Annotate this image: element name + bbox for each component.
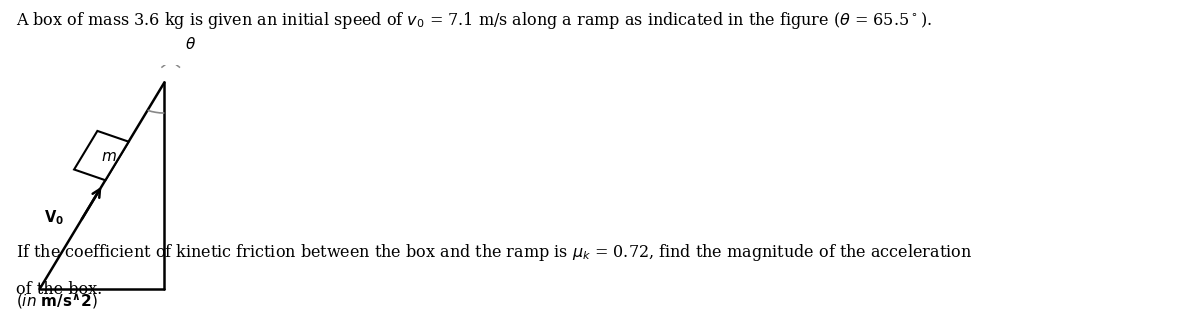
Polygon shape bbox=[74, 131, 128, 180]
Text: $m$: $m$ bbox=[101, 150, 118, 164]
Text: $\theta$: $\theta$ bbox=[185, 36, 197, 52]
Text: A box of mass 3.6 kg is given an initial speed of $v_0$ = 7.1 m/s along a ramp a: A box of mass 3.6 kg is given an initial… bbox=[16, 10, 931, 31]
Text: $(in\ \mathbf{m/s^{\wedge}2})$: $(in\ \mathbf{m/s^{\wedge}2})$ bbox=[16, 292, 97, 311]
Text: If the coefficient of kinetic friction between the box and the ramp is $\mu_k$ =: If the coefficient of kinetic friction b… bbox=[16, 242, 972, 263]
Text: of the box.: of the box. bbox=[16, 281, 102, 298]
Text: $\mathbf{V_0}$: $\mathbf{V_0}$ bbox=[44, 209, 64, 227]
